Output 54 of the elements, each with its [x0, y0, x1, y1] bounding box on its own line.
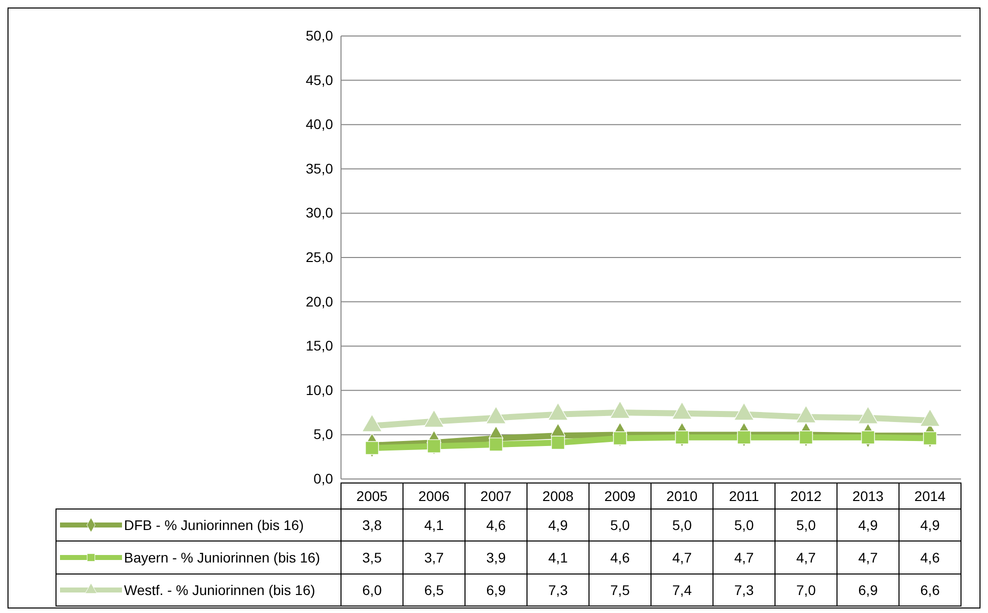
data-label: 7,0: [796, 582, 816, 598]
y-tick-label: 0,0: [314, 470, 334, 486]
x-tick-label: 2007: [480, 488, 512, 504]
data-label: 4,1: [548, 550, 568, 566]
data-label: 6,0: [362, 582, 382, 598]
y-tick-label: 50,0: [306, 27, 334, 44]
y-tick-label: 15,0: [306, 338, 334, 354]
y-tick-label: 30,0: [306, 204, 334, 221]
x-tick-label: 2010: [666, 488, 698, 504]
data-label: 4,7: [734, 550, 754, 566]
x-tick-label: 2014: [914, 488, 946, 504]
y-tick-label: 35,0: [306, 160, 334, 176]
y-tick-label: 45,0: [306, 72, 334, 88]
x-tick-label: 2006: [418, 488, 450, 504]
x-tick-label: 2012: [790, 488, 822, 504]
legend-label: DFB - % Juniorinnen (bis 16): [124, 517, 304, 533]
data-label: 4,1: [424, 517, 444, 533]
y-tick-label: 40,0: [306, 116, 334, 132]
y-tick-label: 20,0: [306, 293, 334, 310]
data-label: 5,0: [672, 517, 692, 533]
data-label: 6,6: [920, 582, 940, 598]
data-label: 3,9: [486, 550, 506, 566]
x-tick-label: 2005: [356, 488, 388, 504]
data-label: 4,9: [548, 517, 568, 533]
data-label: 4,6: [610, 550, 630, 566]
data-label: 3,8: [362, 517, 382, 533]
data-label: 5,0: [610, 517, 630, 533]
data-label: 7,4: [672, 582, 692, 598]
data-label: 4,9: [858, 517, 878, 533]
y-tick-label: 5,0: [314, 426, 334, 442]
data-label: 6,9: [858, 582, 878, 598]
legend-label: Westf. - % Juniorinnen (bis 16): [124, 582, 316, 598]
data-label: 7,3: [548, 582, 568, 598]
y-tick-label: 10,0: [306, 382, 334, 398]
data-label: 3,5: [362, 550, 382, 566]
data-label: 4,7: [796, 550, 816, 566]
data-label: 7,5: [610, 582, 630, 598]
data-label: 7,3: [734, 582, 754, 598]
x-tick-label: 2013: [852, 488, 884, 504]
data-label: 3,7: [424, 550, 444, 566]
data-label: 4,7: [858, 550, 878, 566]
data-label: 4,6: [920, 550, 940, 566]
data-label: 6,9: [486, 582, 506, 598]
x-tick-label: 2011: [728, 488, 760, 504]
x-tick-label: 2009: [604, 488, 636, 504]
x-tick-label: 2008: [542, 488, 574, 504]
data-label: 4,6: [486, 517, 506, 533]
legend-label: Bayern - % Juniorinnen (bis 16): [124, 550, 320, 566]
data-label: 4,7: [672, 550, 692, 566]
data-label: 6,5: [424, 582, 444, 598]
data-label: 4,9: [920, 517, 940, 533]
y-tick-label: 25,0: [306, 248, 334, 265]
data-label: 5,0: [734, 517, 754, 533]
data-label: 5,0: [796, 517, 816, 533]
